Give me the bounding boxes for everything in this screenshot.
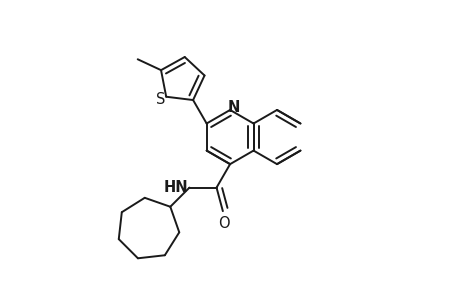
Text: HN: HN	[163, 179, 188, 194]
Text: N: N	[227, 100, 240, 115]
Text: S: S	[156, 92, 165, 106]
Text: O: O	[218, 216, 230, 231]
